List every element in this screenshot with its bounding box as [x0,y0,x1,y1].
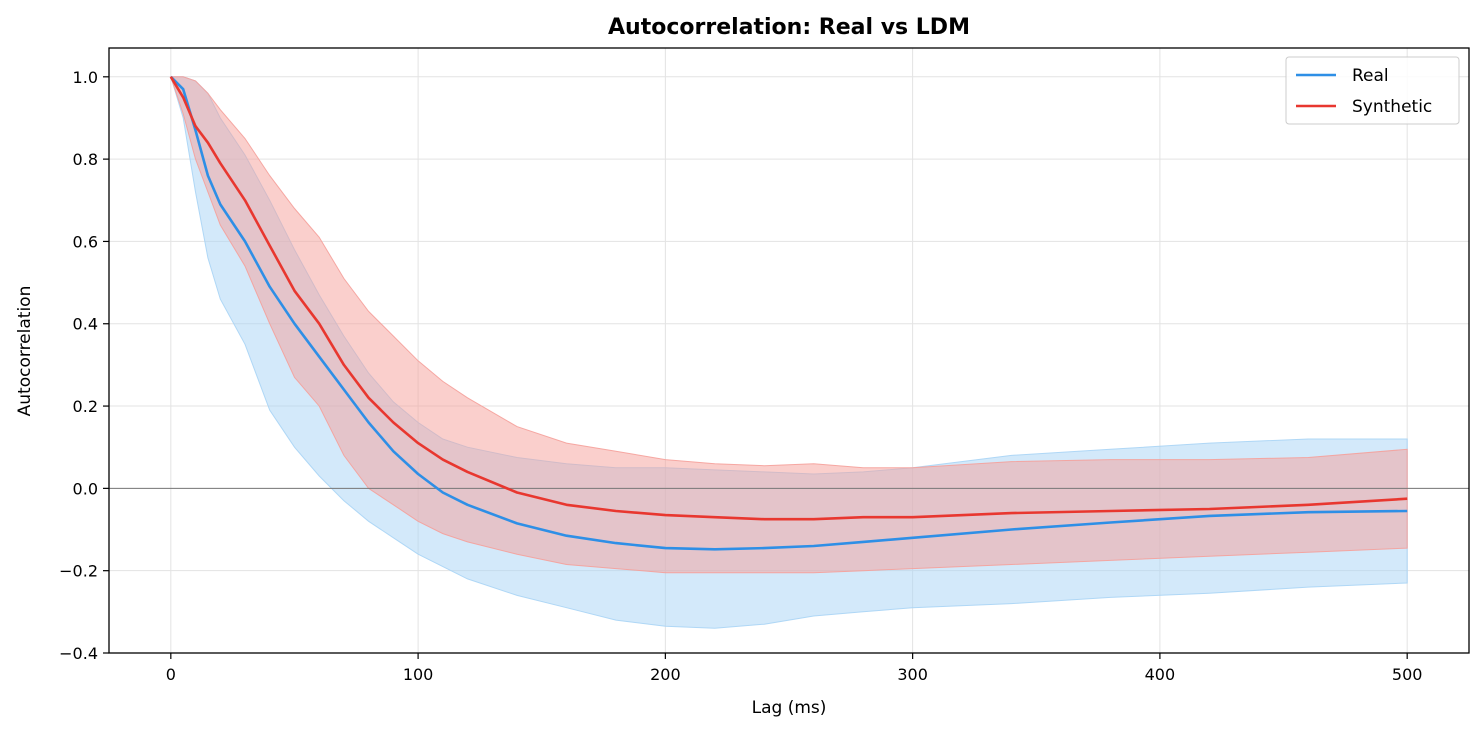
y-axis-ticks: −0.4 −0.2 0.0 0.2 0.4 0.6 0.8 1.0 [59,68,109,663]
legend-label-synthetic: Synthetic [1352,97,1432,117]
chart-title: Autocorrelation: Real vs LDM [608,15,970,40]
x-tick-label: 400 [1145,665,1176,684]
y-tick-label: 0.0 [73,479,98,498]
line-synthetic [169,76,1408,521]
y-tick-label: −0.4 [59,644,98,663]
line-real [169,75,1408,551]
y-tick-label: 0.2 [73,397,98,416]
x-tick-label: 300 [897,665,928,684]
y-axis-title: Autocorrelation [15,286,35,417]
y-tick-label: −0.2 [59,562,98,581]
y-tick-label: 0.6 [73,232,98,251]
y-tick-label: 0.4 [73,315,98,334]
legend-label-real: Real [1352,66,1389,86]
legend: Real Synthetic [1285,56,1460,125]
y-tick-label: 0.8 [73,150,98,169]
plot-frame [108,47,1470,654]
series-lines [169,75,1408,551]
x-tick-label: 100 [403,665,434,684]
x-tick-label: 0 [166,665,176,684]
x-tick-label: 500 [1392,665,1423,684]
y-tick-label: 1.0 [73,68,98,87]
x-tick-label: 200 [650,665,681,684]
x-axis-ticks: 0 100 200 300 400 500 [166,653,1423,684]
x-axis-title: Lag (ms) [752,698,827,718]
